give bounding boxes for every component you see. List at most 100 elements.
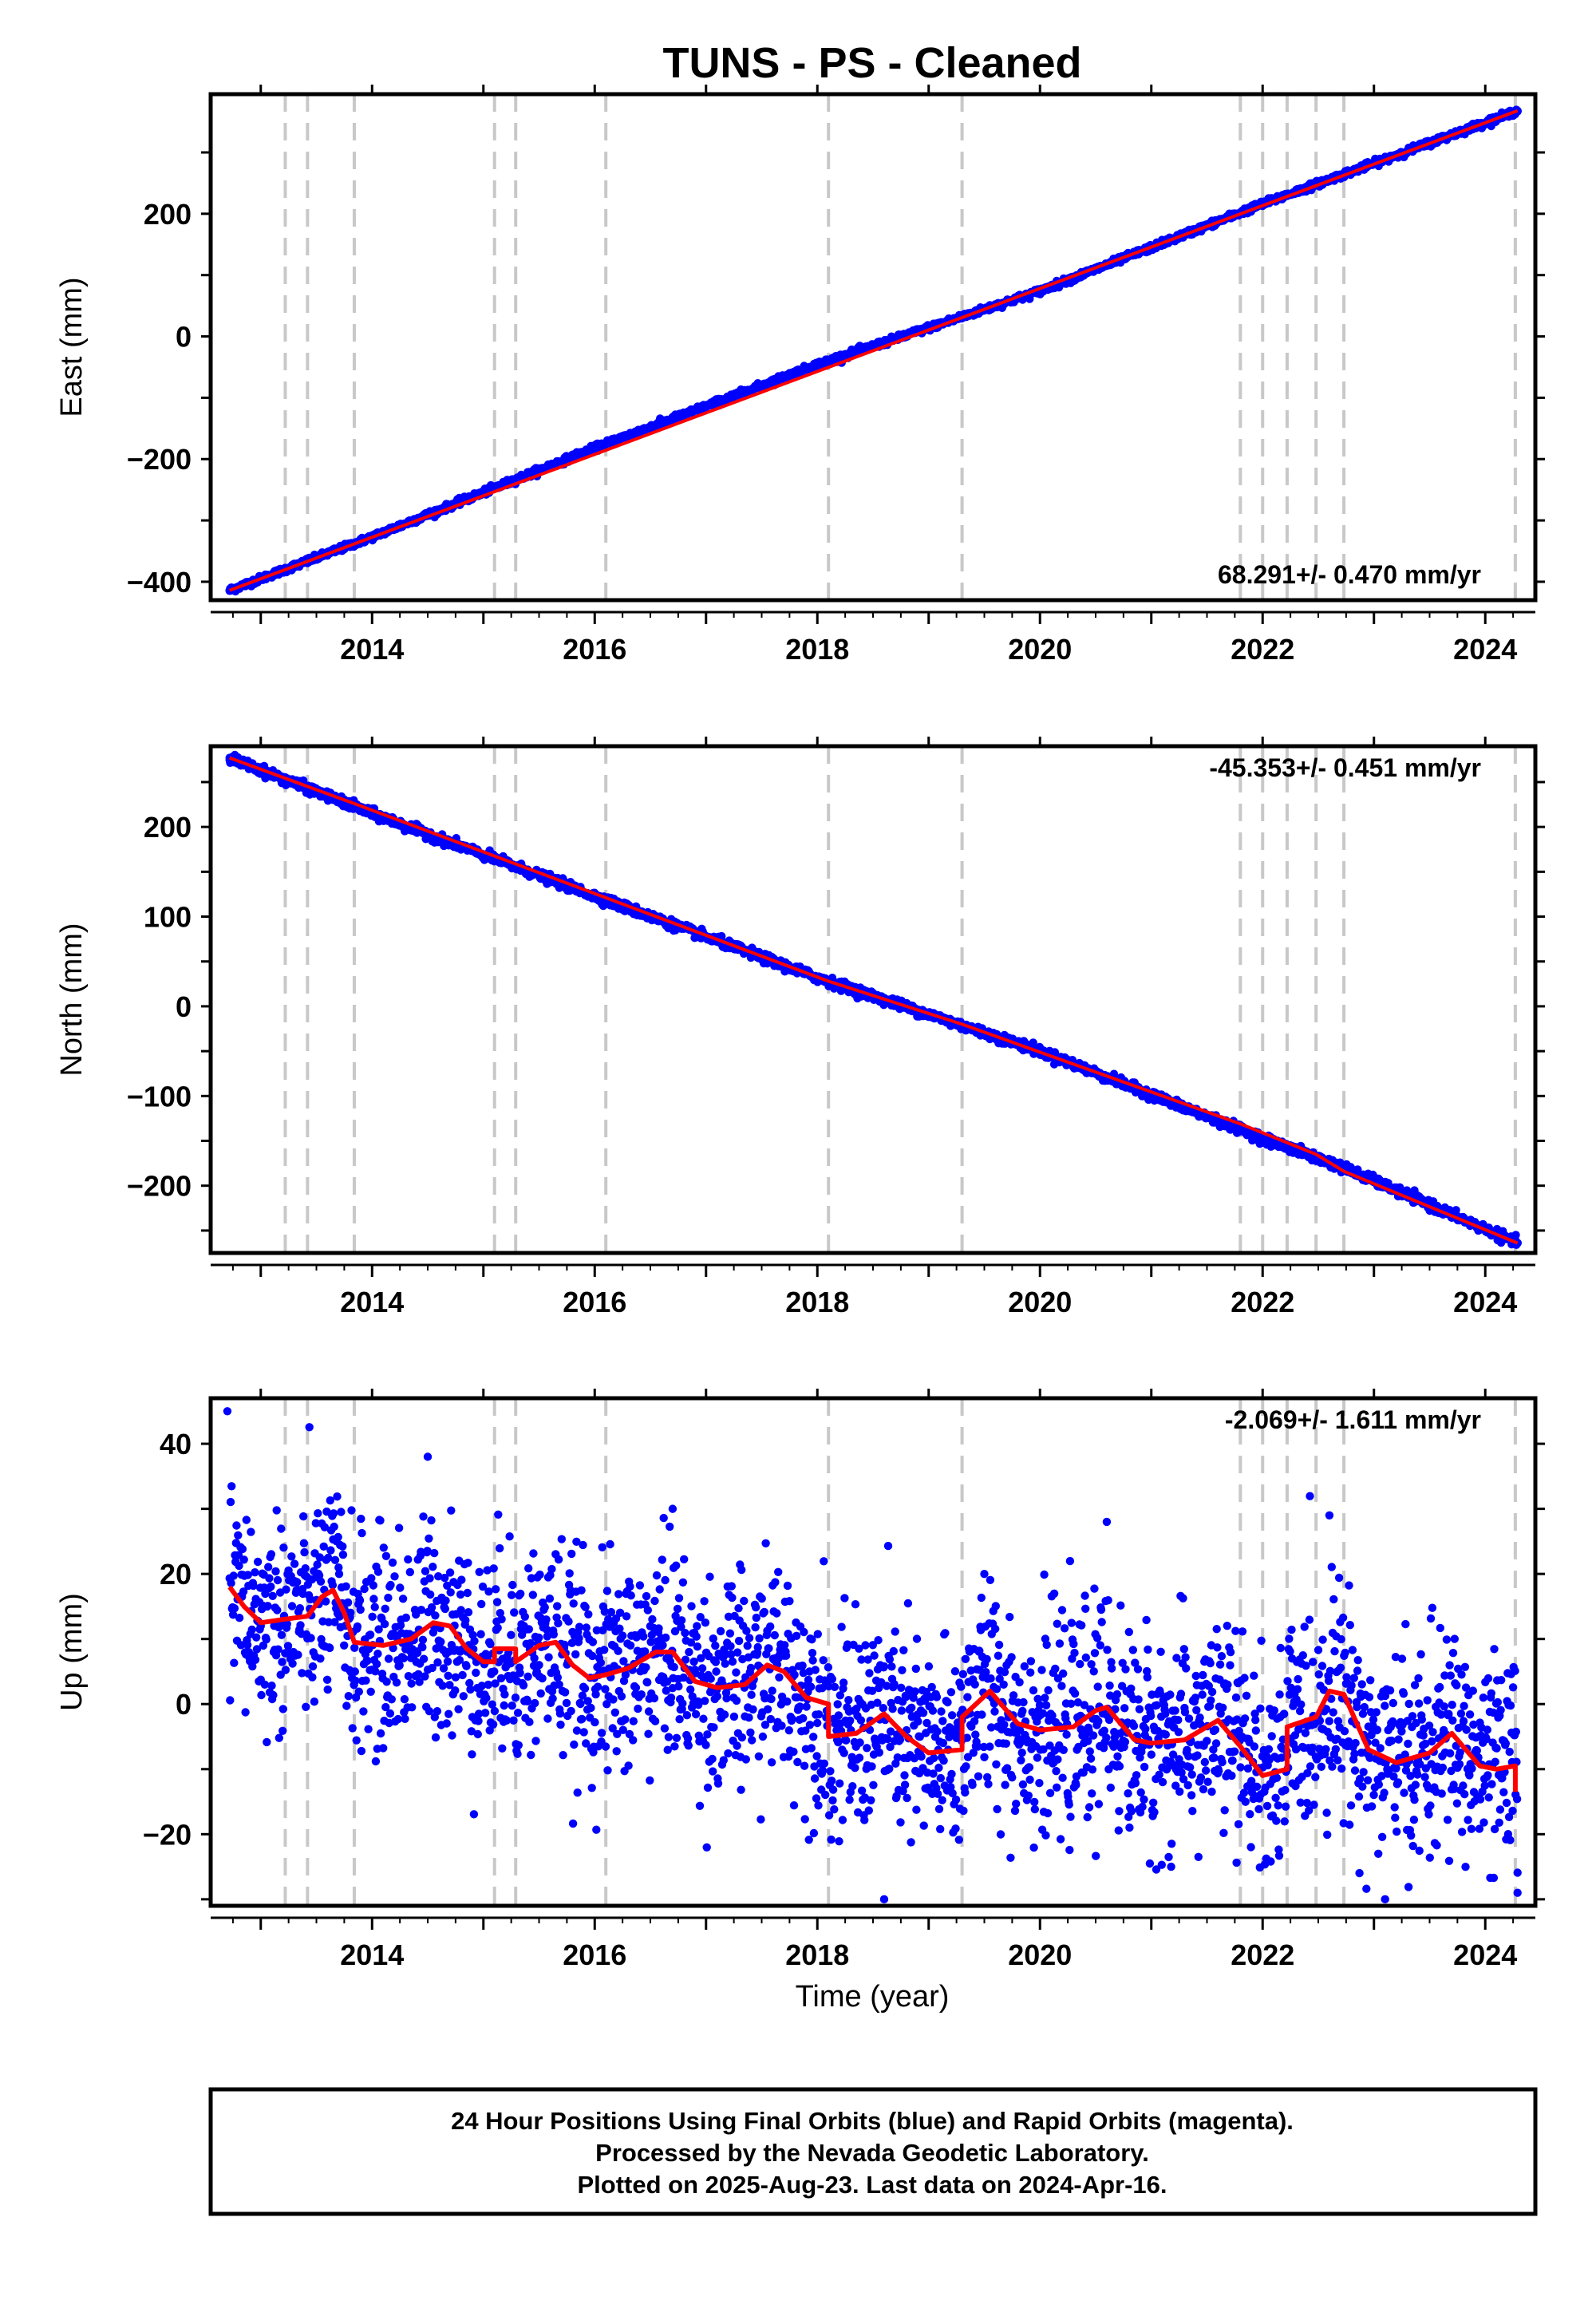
x-tick-label: 2016 bbox=[563, 633, 626, 666]
up-data-point bbox=[235, 1614, 244, 1622]
up-data-point bbox=[234, 1531, 243, 1540]
up-data-point bbox=[316, 1577, 326, 1586]
up-data-point bbox=[379, 1744, 388, 1753]
up-data-point bbox=[366, 1687, 375, 1696]
up-data-point bbox=[248, 1662, 257, 1671]
up-data-point bbox=[242, 1516, 251, 1524]
east-panel: 2014 2016 2018 2020 2022 2024−400−2000200East… bbox=[55, 85, 1545, 666]
up-data-point bbox=[271, 1567, 280, 1576]
up-data-point bbox=[281, 1666, 290, 1674]
up-data-point bbox=[249, 1581, 258, 1591]
up-data-point bbox=[247, 1625, 256, 1634]
up-data-point bbox=[373, 1650, 382, 1658]
up-data-point bbox=[367, 1574, 376, 1583]
up-data-point bbox=[352, 1736, 361, 1745]
up-data-point bbox=[239, 1555, 248, 1564]
up-data-point bbox=[251, 1568, 259, 1577]
up-data-point bbox=[295, 1604, 305, 1613]
x-tick-label: 2024 bbox=[1453, 1286, 1517, 1318]
up-data-point bbox=[229, 1571, 238, 1580]
east-key-point-3 bbox=[813, 360, 822, 370]
up-data-point bbox=[369, 1581, 377, 1590]
up-data-point bbox=[343, 1598, 353, 1607]
up-data-point bbox=[230, 1658, 239, 1667]
up-data-point bbox=[308, 1673, 317, 1682]
up-data-point bbox=[334, 1532, 342, 1542]
up-data-point bbox=[311, 1519, 320, 1528]
up-data-point bbox=[241, 1708, 250, 1717]
up-data-point bbox=[279, 1705, 287, 1713]
up-data-point bbox=[235, 1561, 243, 1571]
up-data-point bbox=[299, 1539, 309, 1547]
up-data-point bbox=[381, 1702, 390, 1712]
up-data-point bbox=[300, 1547, 309, 1557]
up-data-point bbox=[277, 1524, 286, 1533]
up-data-point bbox=[228, 1611, 238, 1619]
up-data-point bbox=[363, 1656, 372, 1666]
up-data-point bbox=[384, 1654, 393, 1663]
up-data-point bbox=[326, 1496, 334, 1505]
up-data-point bbox=[322, 1675, 332, 1684]
x-tick-label: 2018 bbox=[785, 633, 849, 666]
up-data-point bbox=[354, 1687, 363, 1696]
y-tick-label: −400 bbox=[127, 566, 192, 599]
up-data-point bbox=[330, 1555, 340, 1565]
up-data-point bbox=[278, 1658, 286, 1666]
up-data-point bbox=[328, 1581, 338, 1590]
east-key-point-2 bbox=[591, 444, 599, 453]
up-data-point bbox=[238, 1544, 247, 1554]
up-data-point bbox=[382, 1678, 391, 1686]
x-tick-label: 2016 bbox=[563, 1286, 626, 1318]
up-data-point bbox=[273, 1606, 282, 1614]
up-data-point bbox=[355, 1596, 365, 1605]
north-rate-label: -45.353+/- 0.451 mm/yr bbox=[1209, 753, 1481, 782]
up-data-point bbox=[326, 1546, 335, 1555]
up-data-point bbox=[368, 1612, 377, 1622]
up-data-point bbox=[316, 1654, 325, 1663]
up-data-point bbox=[314, 1509, 322, 1518]
up-data-point bbox=[351, 1676, 360, 1686]
y-tick-label: 0 bbox=[176, 321, 192, 354]
up-data-point bbox=[313, 1560, 322, 1569]
up-data-point bbox=[340, 1641, 349, 1650]
up-data-point bbox=[330, 1618, 339, 1626]
up-data-point bbox=[287, 1602, 297, 1611]
up-data-point bbox=[268, 1591, 277, 1601]
north-y-axis-label: North (mm) bbox=[55, 923, 89, 1076]
up-data-point bbox=[274, 1645, 282, 1654]
up-data-point bbox=[267, 1550, 276, 1559]
up-data-point bbox=[324, 1618, 334, 1626]
x-tick-label: 2022 bbox=[1231, 633, 1294, 666]
up-data-point bbox=[323, 1685, 332, 1694]
up-data-point bbox=[260, 1680, 269, 1689]
up-data-point bbox=[301, 1564, 310, 1573]
east-y-axis-label: East (mm) bbox=[55, 277, 89, 417]
north-key-point-5 bbox=[1258, 1133, 1267, 1143]
up-data-point bbox=[243, 1571, 252, 1579]
up-data-point bbox=[257, 1690, 266, 1700]
up-data-point bbox=[322, 1597, 330, 1606]
up-data-point bbox=[342, 1701, 351, 1710]
up-data-point bbox=[334, 1570, 344, 1579]
up-data-point bbox=[243, 1640, 252, 1650]
up-data-point bbox=[234, 1551, 243, 1559]
up-data-point bbox=[267, 1682, 276, 1690]
x-tick-label: 2022 bbox=[1231, 1286, 1294, 1318]
up-data-point bbox=[226, 1497, 235, 1507]
up-data-point bbox=[252, 1633, 261, 1642]
up-data-point bbox=[337, 1508, 346, 1516]
north-points bbox=[225, 750, 1522, 1250]
up-data-point bbox=[293, 1578, 302, 1587]
up-data-point bbox=[232, 1521, 241, 1530]
up-data-point bbox=[356, 1605, 365, 1614]
up-data-point bbox=[333, 1492, 342, 1501]
up-data-point bbox=[359, 1707, 368, 1716]
up-data-point bbox=[269, 1690, 278, 1700]
up-data-point bbox=[282, 1619, 291, 1629]
up-points bbox=[223, 1407, 1522, 1906]
up-data-point bbox=[369, 1595, 378, 1603]
x-tick-label: 2014 bbox=[340, 1286, 404, 1318]
up-data-point bbox=[227, 1579, 235, 1587]
up-data-point bbox=[305, 1423, 314, 1432]
